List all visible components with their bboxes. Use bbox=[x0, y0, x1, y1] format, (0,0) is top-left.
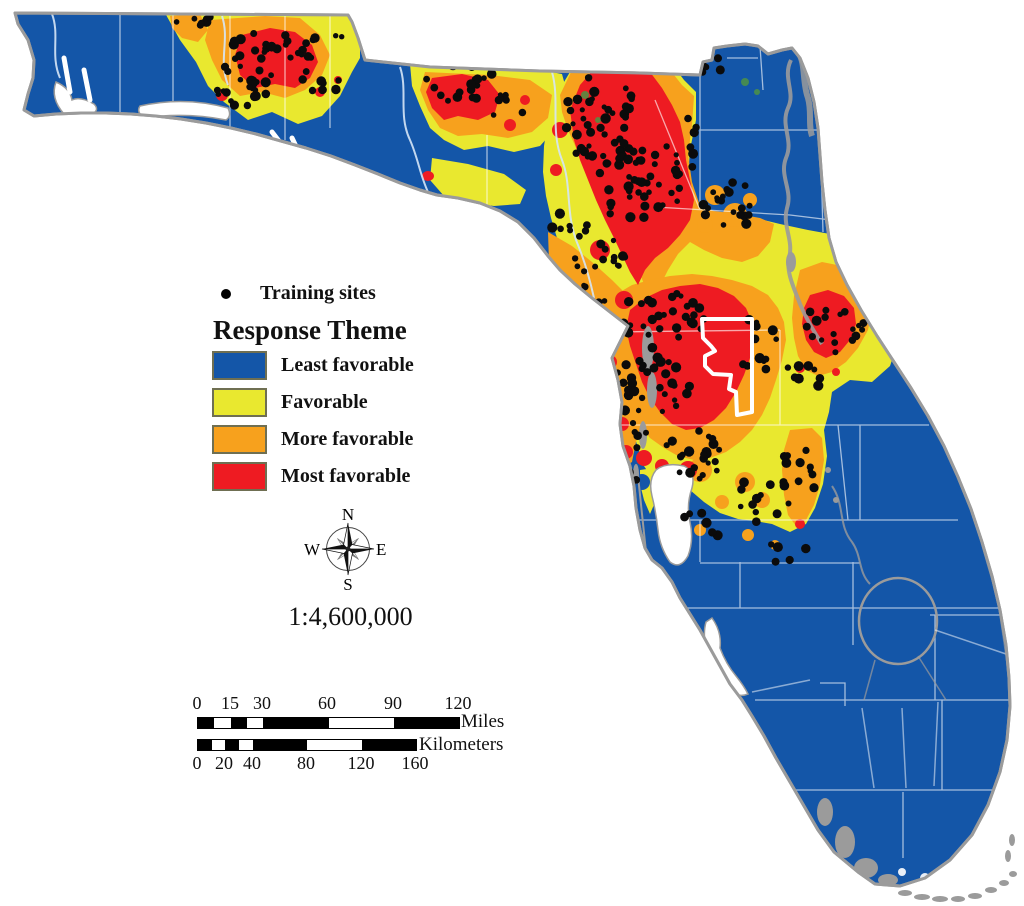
legend-training-sites: Training sites bbox=[221, 282, 376, 305]
legend-item-favorable: Favorable bbox=[212, 388, 414, 417]
map-scale-ratio: 1:4,600,000 bbox=[288, 602, 413, 631]
legend-item-label: Least favorable bbox=[281, 354, 414, 376]
kissimmee-river bbox=[825, 467, 871, 585]
kilometers-scale-bar bbox=[197, 739, 417, 751]
miles-tick: 15 bbox=[221, 693, 239, 713]
kilometers-tick: 160 bbox=[401, 753, 429, 773]
miles-tick: 90 bbox=[384, 693, 402, 713]
most-favorable-swatch bbox=[212, 462, 267, 491]
legend-item-label: More favorable bbox=[281, 428, 414, 450]
kilometers-tick: 40 bbox=[243, 753, 261, 773]
miles-unit-label: Miles bbox=[461, 711, 505, 732]
training-site-dot-icon bbox=[221, 288, 231, 299]
least-favorable-swatch bbox=[212, 351, 267, 380]
wetland-specks bbox=[581, 78, 760, 123]
compass-west-label: W bbox=[304, 540, 321, 559]
kilometers-tick: 120 bbox=[347, 753, 375, 773]
okeechobee-canals bbox=[863, 655, 947, 701]
florida-keys bbox=[898, 834, 1017, 902]
kilometers-unit-label: Kilometers bbox=[419, 734, 504, 755]
south-canals bbox=[751, 629, 1007, 789]
training-sites-label: Training sites bbox=[260, 282, 376, 304]
more-favorable-swatch bbox=[212, 425, 267, 454]
legend-item-label: Favorable bbox=[281, 391, 368, 413]
miles-tick: 60 bbox=[318, 693, 336, 713]
legend-item-least-favorable: Least favorable bbox=[212, 351, 414, 380]
kilometers-tick: 0 bbox=[192, 753, 202, 773]
coastal-marsh bbox=[633, 326, 976, 886]
miles-tick: 30 bbox=[253, 693, 271, 713]
compass-cardinal-points bbox=[321, 522, 375, 576]
legend-title: Response Theme bbox=[213, 315, 407, 345]
legend-item-label: Most favorable bbox=[281, 465, 411, 487]
kilometers-tick: 80 bbox=[297, 753, 315, 773]
compass-east-label: E bbox=[376, 540, 386, 559]
compass-north-label: N bbox=[342, 505, 354, 524]
lake-okeechobee bbox=[857, 576, 939, 666]
legend: Least favorable Favorable More favorable… bbox=[212, 351, 414, 499]
study-area-outline bbox=[700, 317, 754, 417]
coastline bbox=[13, 11, 1012, 888]
miles-tick: 0 bbox=[192, 693, 202, 713]
compass-rose: N S W E bbox=[304, 505, 386, 594]
kilometers-tick: 20 bbox=[215, 753, 233, 773]
rivers-light bbox=[51, 13, 595, 299]
miles-tick: 120 bbox=[444, 693, 472, 713]
legend-item-more-favorable: More favorable bbox=[212, 425, 414, 454]
miles-scale-bar bbox=[197, 717, 460, 729]
legend-item-most-favorable: Most favorable bbox=[212, 462, 414, 491]
compass-south-label: S bbox=[343, 575, 352, 594]
favorable-swatch bbox=[212, 388, 267, 417]
